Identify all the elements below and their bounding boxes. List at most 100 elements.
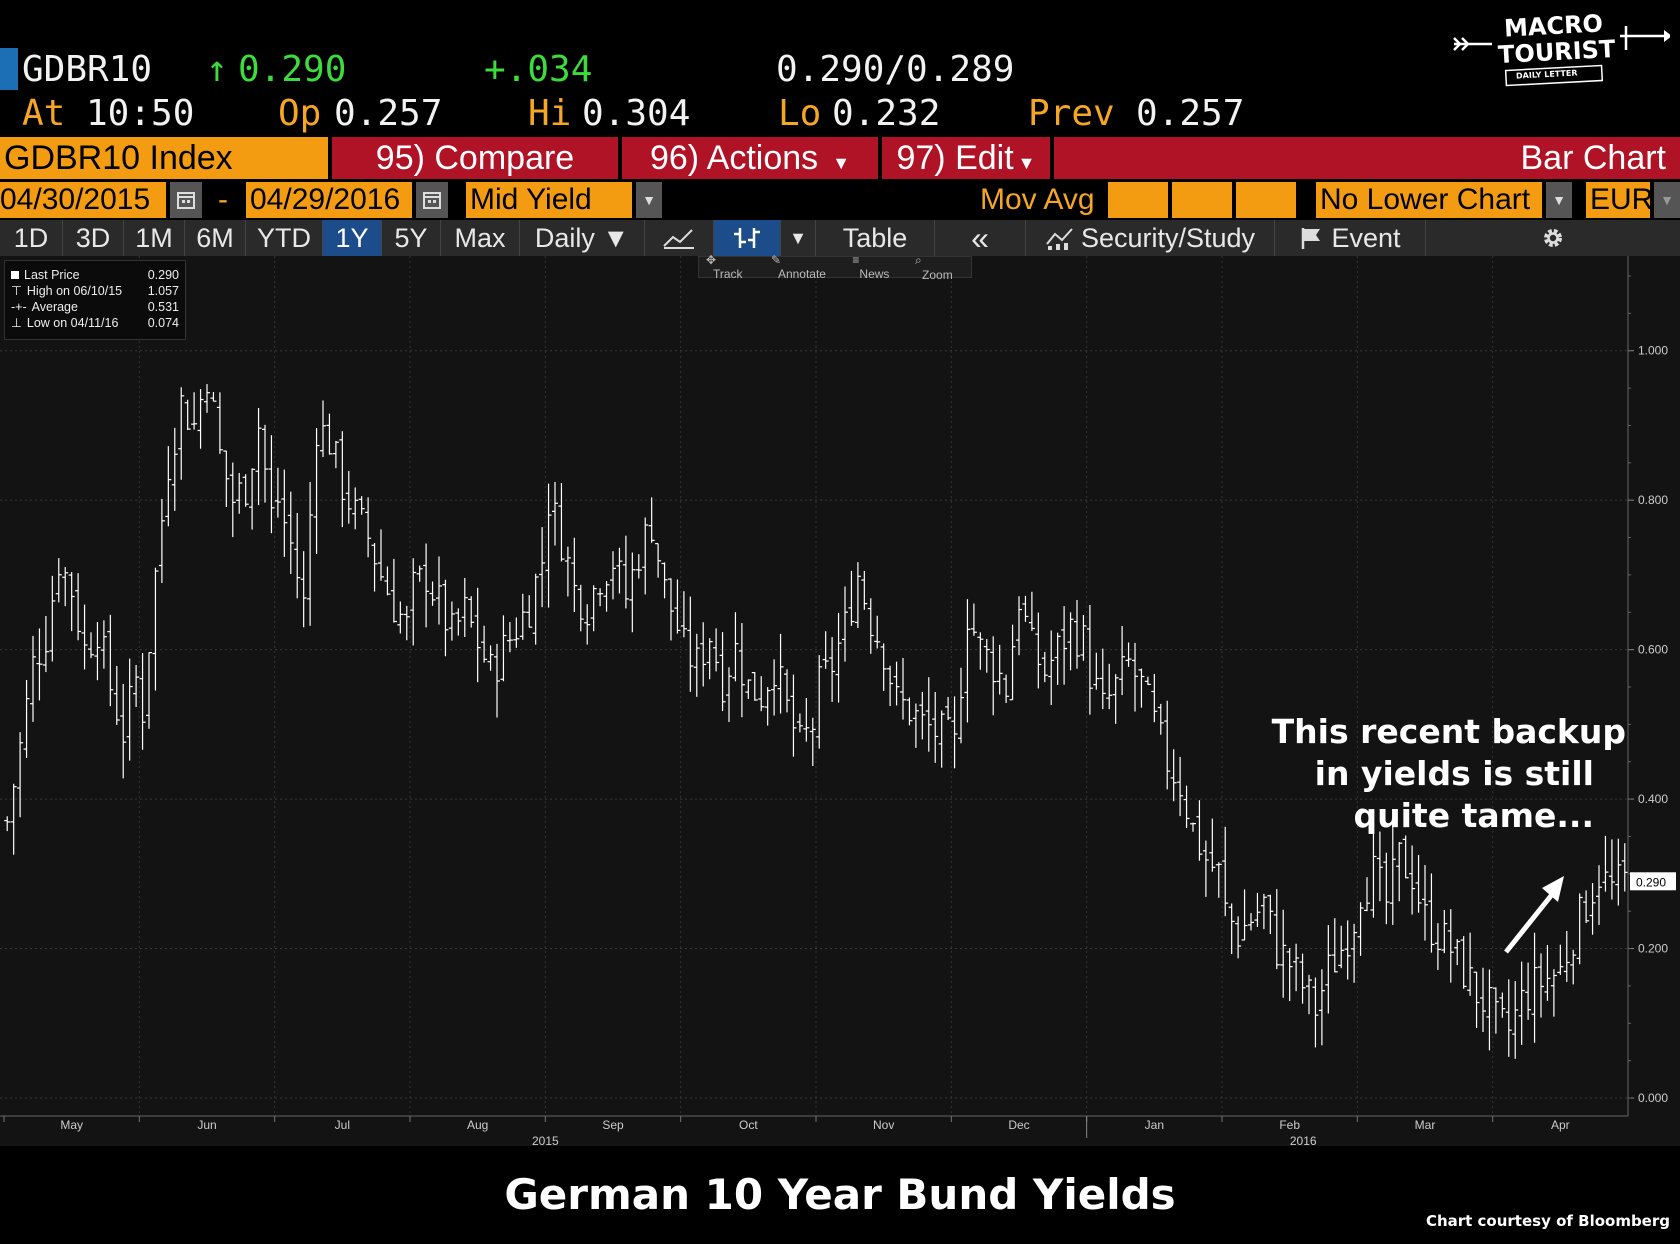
ohlc-bar (1093, 652, 1100, 690)
ohlc-bar (1190, 822, 1196, 832)
tab-max[interactable]: Max (441, 220, 520, 256)
ohlc-bar (732, 612, 739, 682)
ohlc-bar (610, 551, 616, 600)
currency-select[interactable]: EUR (1586, 182, 1653, 218)
ohlc-bar (120, 683, 127, 779)
frequency-select[interactable]: Daily ▼ (520, 220, 645, 256)
ohlc-bar (1003, 674, 1010, 703)
lower-chart-select[interactable]: No Lower Chart (1316, 182, 1542, 218)
ohlc-bar (842, 586, 848, 662)
y-tick-label: 0.400 (1638, 792, 1668, 806)
price-chart[interactable]: 0.000 0.200 0.400 0.600 0.800 1.000 May Jun Jul A… (0, 256, 1680, 1146)
tab-6m[interactable]: 6M (185, 220, 246, 256)
ohlc-bar (880, 643, 887, 691)
mov-avg-field-2[interactable] (1172, 182, 1232, 218)
actions-button[interactable]: 96) Actions ▼ (622, 137, 878, 179)
tab-1m[interactable]: 1M (124, 220, 185, 256)
ohlc-bar (1570, 949, 1577, 985)
ohlc-bar (564, 546, 571, 597)
ohlc-bar (1254, 892, 1261, 928)
ohlc-bar (796, 713, 803, 733)
ohlc-bar (1054, 632, 1061, 685)
ohlc-bar (165, 446, 172, 527)
ohlc-bar (655, 543, 662, 578)
currency-dropdown-icon[interactable]: ▼ (1654, 182, 1680, 218)
ohlc-bar (526, 595, 533, 628)
ohlc-bar (1376, 831, 1383, 902)
bar-chart-button[interactable] (714, 220, 781, 256)
ohlc-bar (178, 387, 185, 480)
ohlc-bar (268, 435, 275, 534)
lower-chart-dropdown-icon[interactable]: ▼ (1546, 182, 1572, 218)
ohlc-bar (68, 572, 75, 632)
ohlc-bar (848, 570, 855, 626)
ohlc-bar (107, 614, 114, 707)
ohlc-bar (1422, 865, 1428, 941)
legend-square-icon (11, 271, 19, 279)
end-date-field[interactable]: 04/29/2016 (246, 182, 412, 218)
mov-avg-field-1[interactable] (1108, 182, 1168, 218)
ohlc-bar (816, 655, 823, 749)
security-field[interactable]: GDBR10 Index (0, 137, 328, 179)
ohlc-bar (1061, 606, 1068, 685)
field-select[interactable]: Mid Yield (466, 182, 632, 218)
ohlc-bar (332, 440, 339, 469)
toolbar: 1D 3D 1M 6M YTD 1Y 5Y Max Daily ▼ ▼ Tabl… (0, 220, 1680, 256)
tab-ytd[interactable]: YTD (246, 220, 323, 256)
ohlc-bar (700, 622, 707, 687)
zoom-button[interactable]: ⌕ Zoom (915, 252, 953, 282)
mov-avg-field-3[interactable] (1236, 182, 1296, 218)
edit-button[interactable]: 97) Edit ▼ (882, 137, 1050, 179)
table-button[interactable]: Table (816, 220, 935, 256)
settings-row: 04/30/2015 - 04/29/2016 Mid Yield ▼ Mov … (0, 182, 1680, 218)
x-tick-label: Aug (467, 1118, 488, 1132)
x-tick-label: May (60, 1118, 83, 1132)
ohlc-bar (23, 679, 30, 758)
macro-tourist-logo: MACRO TOURIST DAILY LETTER (1450, 9, 1672, 88)
ohlc-bar (1396, 842, 1403, 902)
annotation-arrow-icon (1504, 876, 1564, 954)
chart-style-dropdown-icon[interactable]: ▼ (781, 220, 816, 256)
ohlc-bar (281, 469, 288, 557)
ohlc-bar (887, 665, 894, 707)
at-label: At (22, 93, 66, 134)
compare-button[interactable]: 95) Compare (332, 137, 618, 179)
ohlc-bar (777, 633, 784, 714)
ohlc-bar (545, 483, 552, 608)
collapse-button[interactable]: « (935, 220, 1026, 256)
line-chart-button[interactable] (645, 220, 714, 256)
tab-5y[interactable]: 5Y (382, 220, 441, 256)
ohlc-bar (784, 669, 790, 713)
ohlc-bar (133, 664, 140, 708)
x-tick-label: Jul (335, 1118, 350, 1132)
chart-area[interactable]: 0.000 0.200 0.400 0.600 0.800 1.000 May Jun Jul A… (0, 253, 1680, 1146)
tab-3d[interactable]: 3D (63, 220, 124, 256)
ohlc-bar (680, 591, 687, 638)
field-dropdown-icon[interactable]: ▼ (636, 182, 662, 218)
ohlc-bar (403, 605, 410, 641)
ohlc-bar (313, 428, 320, 554)
open-label: Op (278, 93, 322, 134)
ohlc-bar (1228, 903, 1235, 955)
ohlc-bar (223, 450, 230, 508)
legend-average: -+- Average 0.531 (11, 300, 179, 314)
tab-1d[interactable]: 1D (0, 220, 63, 256)
start-date-field[interactable]: 04/30/2015 (0, 182, 166, 218)
ohlc-bar (365, 497, 372, 558)
ohlc-bar (603, 580, 610, 612)
event-button[interactable]: Event (1275, 220, 1426, 256)
track-button[interactable]: ✥ Track (706, 253, 743, 281)
annotate-button[interactable]: ✎ Annotate (770, 253, 826, 281)
start-calendar-icon[interactable] (170, 182, 202, 218)
ohlc-bar (1563, 930, 1570, 982)
chart-subtools: ✥ Track ✎ Annotate ≡ News ⌕ Zoom (698, 253, 972, 282)
settings-gear-button[interactable] (1426, 220, 1680, 256)
ohlc-bar (423, 543, 430, 628)
news-button[interactable]: ≡ News (852, 253, 890, 281)
security-study-button[interactable]: Security/Study (1026, 220, 1275, 256)
ohlc-bar (900, 657, 906, 720)
chart-type[interactable]: Bar Chart (1054, 137, 1680, 179)
end-calendar-icon[interactable] (416, 182, 448, 218)
ticker-marker (0, 48, 18, 90)
tab-1y[interactable]: 1Y (323, 220, 382, 256)
